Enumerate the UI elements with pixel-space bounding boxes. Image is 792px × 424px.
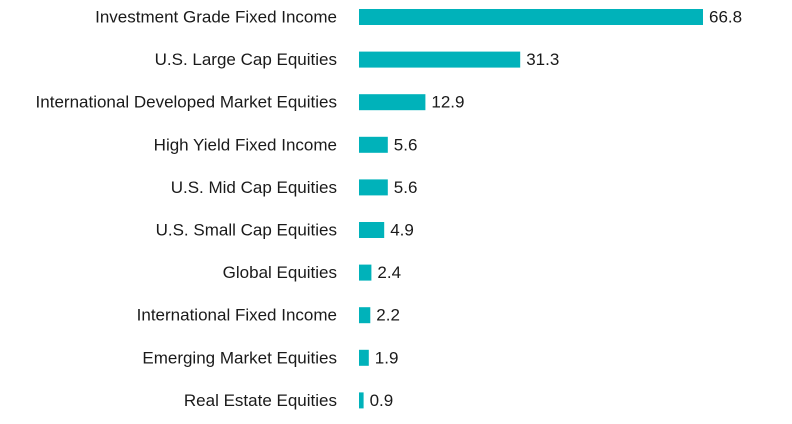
category-labels-group: Investment Grade Fixed Income U.S. Large … <box>36 8 337 410</box>
category-label: U.S. Small Cap Equities <box>156 221 337 240</box>
bar <box>359 94 426 111</box>
value-label: 1.9 <box>375 348 399 367</box>
value-label: 2.2 <box>376 306 400 325</box>
category-label: Global Equities <box>223 263 337 282</box>
value-label: 2.4 <box>377 263 401 282</box>
bars-group <box>359 9 703 409</box>
bar <box>359 392 364 409</box>
value-label: 0.9 <box>370 391 394 410</box>
value-labels-group: 66.8 31.3 12.9 5.6 5.6 4.9 2.4 2.2 1.9 0.9 <box>370 8 742 410</box>
category-label: U.S. Mid Cap Equities <box>171 178 337 197</box>
bar <box>359 349 369 366</box>
value-label: 66.8 <box>709 8 742 27</box>
bar <box>359 51 521 68</box>
bar <box>359 264 372 281</box>
bar <box>359 222 385 238</box>
value-label: 5.6 <box>394 178 418 197</box>
category-label: Investment Grade Fixed Income <box>95 8 337 27</box>
value-label: 31.3 <box>526 50 559 69</box>
bar <box>359 307 371 324</box>
value-label: 5.6 <box>394 135 418 154</box>
category-label: International Fixed Income <box>137 306 337 325</box>
bar <box>359 9 703 25</box>
category-label: Emerging Market Equities <box>142 348 337 367</box>
category-label: Real Estate Equities <box>184 391 337 410</box>
category-label: International Developed Market Equities <box>36 93 337 112</box>
bar <box>359 179 388 196</box>
bar <box>359 136 388 153</box>
value-label: 4.9 <box>390 221 414 240</box>
category-label: High Yield Fixed Income <box>154 135 337 154</box>
category-label: U.S. Large Cap Equities <box>155 50 337 69</box>
value-label: 12.9 <box>431 93 464 112</box>
